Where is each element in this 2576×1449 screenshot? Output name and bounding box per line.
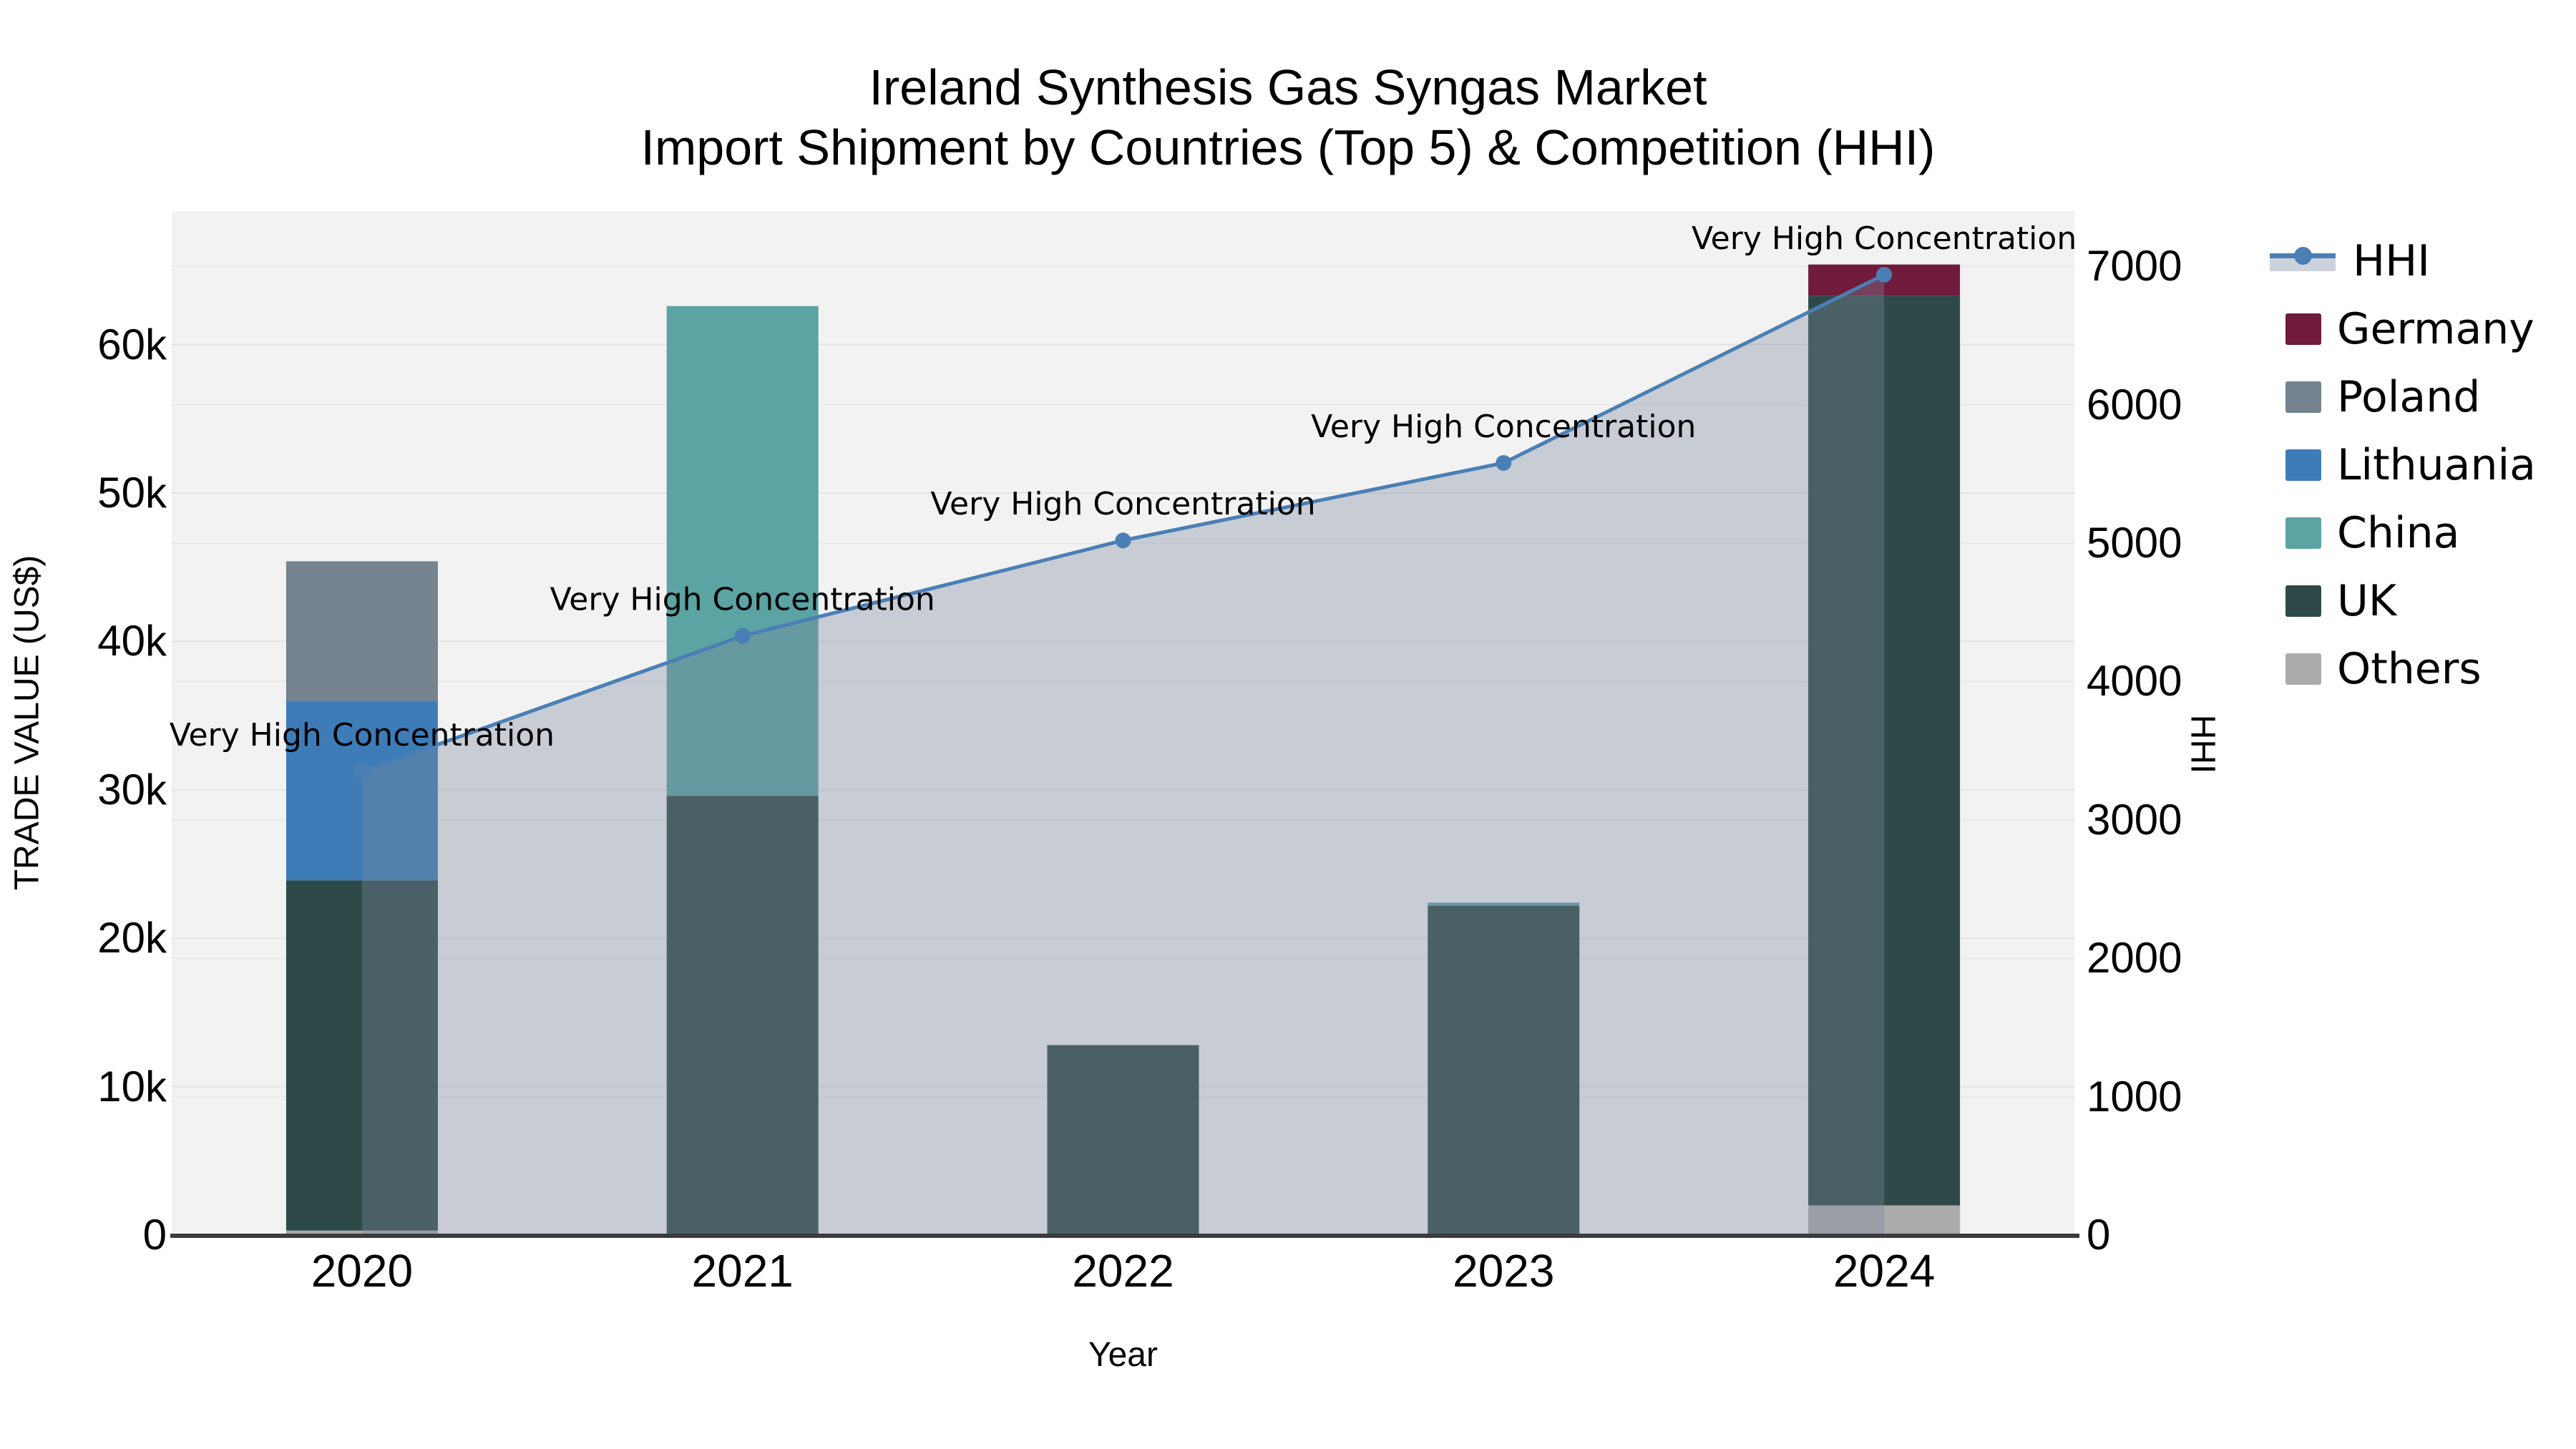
bar-segment-uk-2023[interactable] — [1428, 905, 1580, 1235]
hhi-marker-2021[interactable] — [734, 628, 751, 644]
legend-label-germany: Germany — [2337, 304, 2534, 354]
y-tick-right-5000: 5000 — [2087, 519, 2182, 567]
x-tick-2021: 2021 — [691, 1245, 794, 1297]
bar-segment-china-2021[interactable] — [666, 306, 819, 796]
y-tick-right-0: 0 — [2087, 1211, 2111, 1259]
annotation-2022: Very High Concentration — [930, 486, 1315, 522]
bar-segment-china-2023[interactable] — [1428, 902, 1580, 906]
x-axis-line — [170, 1234, 2079, 1238]
legend-item-germany[interactable]: Germany — [2270, 304, 2536, 354]
legend-label-lithuania: Lithuania — [2337, 440, 2536, 490]
legend-item-hhi[interactable]: HHI — [2270, 236, 2536, 286]
y-axis-right-title: HHI — [2183, 714, 2222, 774]
bar-segment-others-2020[interactable] — [286, 1230, 438, 1235]
x-tick-2020: 2020 — [311, 1245, 414, 1297]
legend-item-china[interactable]: China — [2270, 508, 2536, 558]
bar-segment-uk-2022[interactable] — [1047, 1045, 1199, 1235]
legend-swatch-uk — [2285, 585, 2321, 617]
y-tick-right-3000: 3000 — [2087, 795, 2182, 844]
bar-segment-uk-2021[interactable] — [666, 796, 819, 1235]
x-tick-2024: 2024 — [1833, 1245, 1936, 1297]
legend-hhi-line-icon — [2270, 245, 2336, 277]
legend-item-others[interactable]: Others — [2270, 644, 2536, 694]
y-tick-right-2000: 2000 — [2087, 934, 2182, 982]
y-tick-left-40k: 40k — [97, 617, 167, 665]
legend-hhi-dot-icon — [2294, 247, 2312, 265]
y-tick-left-0: 0 — [142, 1211, 167, 1259]
y-tick-right-6000: 6000 — [2087, 380, 2182, 429]
bar-segment-uk-2024[interactable] — [1808, 296, 1961, 1206]
hhi-area-fill — [361, 274, 1885, 1235]
y-tick-right-7000: 7000 — [2087, 242, 2182, 291]
y-tick-right-1000: 1000 — [2087, 1072, 2182, 1121]
x-tick-2023: 2023 — [1453, 1245, 1555, 1297]
legend-item-poland[interactable]: Poland — [2270, 372, 2536, 422]
bar-segment-lithuania-2020[interactable] — [286, 701, 438, 881]
y-tick-left-30k: 30k — [97, 765, 167, 814]
hhi-marker-2024[interactable] — [1876, 266, 1893, 283]
y-tick-left-50k: 50k — [97, 469, 167, 517]
hhi-marker-2020[interactable] — [353, 763, 370, 780]
legend-label-china: China — [2337, 508, 2460, 558]
chart-canvas: Very High Concentration Very High Concent… — [170, 220, 2077, 1235]
hhi-marker-2023[interactable] — [1496, 454, 1512, 471]
y-tick-left-60k: 60k — [97, 320, 167, 369]
y-tick-left-20k: 20k — [97, 914, 167, 962]
annotation-2023: Very High Concentration — [1311, 409, 1696, 445]
bar-segment-poland-2020[interactable] — [286, 561, 438, 701]
annotation-2024: Very High Concentration — [1692, 220, 2077, 257]
legend-label-uk: UK — [2337, 576, 2397, 626]
y-axis-left-title: TRADE VALUE (US$) — [8, 555, 47, 891]
annotation-2021: Very High Concentration — [550, 582, 935, 618]
annotation-2020: Very High Concentration — [170, 717, 555, 753]
legend-item-lithuania[interactable]: Lithuania — [2270, 440, 2536, 490]
y-tick-right-4000: 4000 — [2087, 657, 2182, 706]
chart-title-line1: Ireland Synthesis Gas Syngas Market — [869, 59, 1707, 115]
legend: HHI Germany Poland Lithuania China UK Others — [2270, 236, 2536, 694]
legend-swatch-others — [2285, 653, 2321, 685]
bar-segment-uk-2020[interactable] — [286, 880, 438, 1231]
legend-swatch-china — [2285, 517, 2321, 549]
chart-title: Ireland Synthesis Gas Syngas Market Impo… — [0, 57, 2576, 177]
plot-area: Very High Concentration Very High Concent… — [170, 211, 2077, 1235]
legend-label-others: Others — [2337, 644, 2482, 694]
legend-label-hhi: HHI — [2353, 236, 2430, 286]
legend-swatch-lithuania — [2285, 449, 2321, 481]
hhi-marker-2022[interactable] — [1115, 532, 1131, 549]
legend-label-poland: Poland — [2337, 372, 2481, 422]
legend-swatch-poland — [2285, 381, 2321, 413]
legend-swatch-germany — [2285, 313, 2321, 345]
chart-title-line2: Import Shipment by Countries (Top 5) & C… — [640, 119, 1936, 175]
x-tick-2022: 2022 — [1072, 1245, 1174, 1297]
bar-segment-others-2024[interactable] — [1808, 1205, 1961, 1235]
x-axis-title: Year — [1088, 1336, 1158, 1374]
y-tick-left-10k: 10k — [97, 1062, 167, 1111]
legend-item-uk[interactable]: UK — [2270, 576, 2536, 626]
